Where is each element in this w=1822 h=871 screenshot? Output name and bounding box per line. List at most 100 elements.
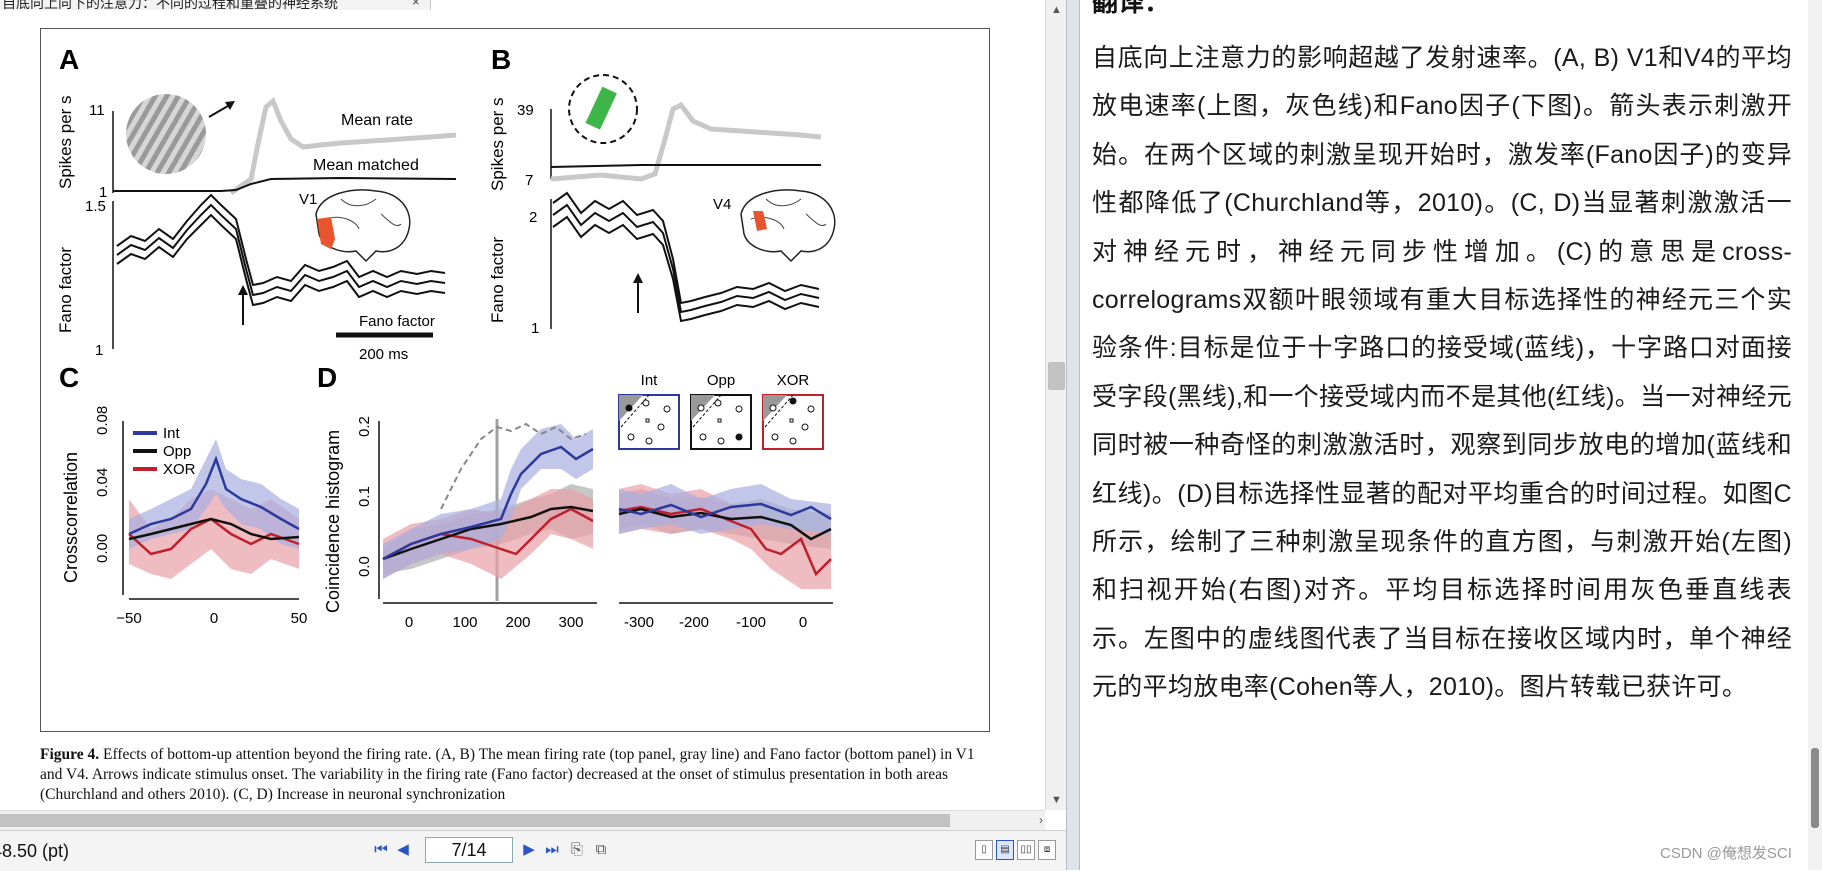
condition-xor-label: XOR (777, 372, 810, 389)
panel-d-ytick-2: 0.0 (356, 556, 373, 577)
figure-caption-label: Figure 4. (40, 746, 100, 763)
first-page-button[interactable]: ⏮ (374, 841, 388, 858)
panel-a-top-ytick-low: 1 (99, 184, 107, 201)
figure-4-graphic: A Spikes per s 11 1 Mean rate Mean match… (56, 44, 836, 631)
panel-c-traces (128, 439, 300, 579)
panel-a-top-ytick-high: 11 (89, 102, 105, 119)
figure-caption: Figure 4. Effects of bottom-up attention… (40, 745, 1000, 805)
panel-d-right-xtick-3: 0 (799, 614, 807, 631)
page-size-readout: 48.50 (pt) (0, 841, 70, 861)
panel-c-ylabel: Crosscorrelation (61, 452, 81, 583)
translation-scrollbar[interactable] (1808, 0, 1822, 870)
last-page-button[interactable]: ⏭ (545, 841, 559, 858)
rotate-icon[interactable]: ⎘ (570, 841, 583, 858)
status-bar: 48.50 (pt) ⏮ ◀ 7/14 ▶ ⏭ ⎘ ⧉ ▯ ▤ ▯▯ ⧈ (0, 830, 1066, 871)
book-view-icon[interactable]: ⧈ (1038, 840, 1056, 860)
single-page-view-icon[interactable]: ▯ (975, 840, 993, 860)
panel-d-left-xtick-3: 300 (558, 614, 583, 631)
onset-arrowhead-a-top (225, 101, 235, 110)
panel-b-letter: B (491, 44, 511, 75)
vertical-scrollbar[interactable]: ▲ ▼ (1045, 0, 1067, 810)
panel-d-letter: D (317, 362, 337, 393)
panel-d-right-xtick-0: -300 (624, 614, 654, 631)
scale-bar-label: 200 ms (359, 346, 408, 363)
panel-a-area-label: V1 (299, 191, 317, 208)
figure-4: A Spikes per s 11 1 Mean rate Mean match… (40, 28, 990, 732)
legend-xor-label: XOR (163, 461, 196, 478)
figure-caption-text: Effects of bottom-up attention beyond th… (40, 746, 975, 803)
panel-a-bottom-ytick-high: 1.5 (85, 198, 106, 215)
panel-c-ytick-2: 0.00 (94, 534, 111, 563)
scroll-right-icon[interactable]: › (1039, 813, 1043, 827)
continuous-view-icon[interactable]: ▤ (996, 840, 1014, 860)
panel-a-mean-matched-label: Mean matched (313, 157, 419, 174)
onset-arrowhead-b-bottom (633, 273, 643, 283)
panel-d-left-xticks: 0 100 200 300 (405, 614, 584, 631)
panel-c-yticks: 0.08 0.04 0.00 (94, 406, 111, 563)
close-tab-icon[interactable]: × (412, 0, 420, 9)
panel-d-left-xtick-1: 100 (452, 614, 477, 631)
condition-int-icon (618, 394, 680, 450)
panel-d-right-xtick-2: -100 (736, 614, 766, 631)
document-tab-title: 自底向上向下的注意力：不同的过程和重叠的神经系统 (2, 0, 338, 11)
condition-icons: Int Opp XOR (618, 372, 824, 450)
panel-b-top-ytick-high: 39 (517, 102, 534, 119)
panel-a-bottom-ylabel: Fano factor (56, 247, 75, 333)
panel-d-ytick-0: 0.2 (356, 416, 373, 437)
panel-c-opp-line (128, 517, 300, 541)
next-page-button[interactable]: ▶ (523, 841, 535, 858)
panel-a-fano-band (116, 193, 446, 307)
panel-b-bottom-ytick-high: 2 (529, 209, 537, 226)
translation-panel: 翻译： 自底向上注意力的影响超越了发射速率。(A, B) V1和V4的平均放电速… (1080, 0, 1822, 870)
panel-c-xticks: −50 0 50 (116, 610, 307, 627)
brain-v4-icon (740, 189, 836, 263)
horizontal-scrollbar[interactable]: › (0, 810, 1045, 830)
panel-c-xtick-2: 50 (291, 610, 308, 627)
panel-b-fano-band (552, 191, 820, 323)
scroll-down-icon[interactable]: ▼ (1051, 794, 1062, 806)
panel-c-ytick-0: 0.08 (94, 406, 111, 435)
panel-b-mean-rate-line (550, 101, 822, 182)
panel-c-int-line (128, 455, 300, 536)
condition-opp-icon (690, 394, 752, 450)
copy-icon[interactable]: ⧉ (595, 841, 607, 858)
panel-d-left-dashed-line (440, 422, 587, 510)
previous-page-button[interactable]: ◀ (397, 841, 409, 858)
panel-a-bottom-ytick-low: 1 (95, 342, 103, 359)
panel-d-right-xor-line (618, 505, 832, 577)
panel-b-top-ylabel: Spikes per s (488, 97, 507, 191)
panel-b-bottom-ytick-low: 1 (531, 320, 539, 337)
grating-stimulus-icon (126, 94, 206, 174)
onset-arrowhead-a-bottom (238, 285, 248, 295)
scroll-up-icon[interactable]: ▲ (1051, 4, 1062, 16)
panel-d-right-int-line (618, 502, 832, 521)
condition-xor-icon (762, 394, 824, 450)
panel-c-xtick-0: −50 (116, 610, 141, 627)
panel-b-bottom-ylabel: Fano factor (488, 237, 507, 323)
panel-b-top-ytick-low: 7 (525, 172, 533, 189)
panel-d-ytick-1: 0.1 (356, 486, 373, 507)
pdf-page: A Spikes per s 11 1 Mean rate Mean match… (0, 10, 1045, 810)
condition-opp-label: Opp (707, 372, 735, 389)
translation-heading: 翻译： (1092, 0, 1171, 17)
panel-d-left-xtick-0: 0 (405, 614, 413, 631)
translation-scroll-thumb[interactable] (1811, 748, 1819, 828)
vertical-scroll-thumb[interactable] (1048, 362, 1065, 390)
page-number-input[interactable]: 7/14 (425, 837, 513, 863)
brain-v1-icon (315, 189, 411, 263)
panel-c-ytick-1: 0.04 (94, 468, 111, 497)
panel-d-left-traces (382, 422, 594, 579)
panel-c-xtick-1: 0 (210, 610, 218, 627)
panel-b-area-label: V4 (713, 196, 731, 213)
legend-int-label: Int (163, 425, 181, 442)
panel-a-letter: A (59, 44, 79, 75)
facing-view-icon[interactable]: ▯▯ (1017, 840, 1035, 860)
horizontal-scroll-thumb[interactable] (0, 814, 950, 827)
panel-d-ylabel: Coincidence histogram (323, 430, 343, 613)
panel-c-int-band (129, 439, 299, 549)
panel-a-top-ylabel: Spikes per s (56, 95, 75, 189)
pane-splitter[interactable] (1066, 0, 1080, 870)
panel-a-mean-rate-line (229, 96, 457, 196)
pdf-viewer: 自底向上向下的注意力：不同的过程和重叠的神经系统 × A Spikes p (0, 0, 1067, 871)
legend-opp-label: Opp (163, 443, 191, 460)
